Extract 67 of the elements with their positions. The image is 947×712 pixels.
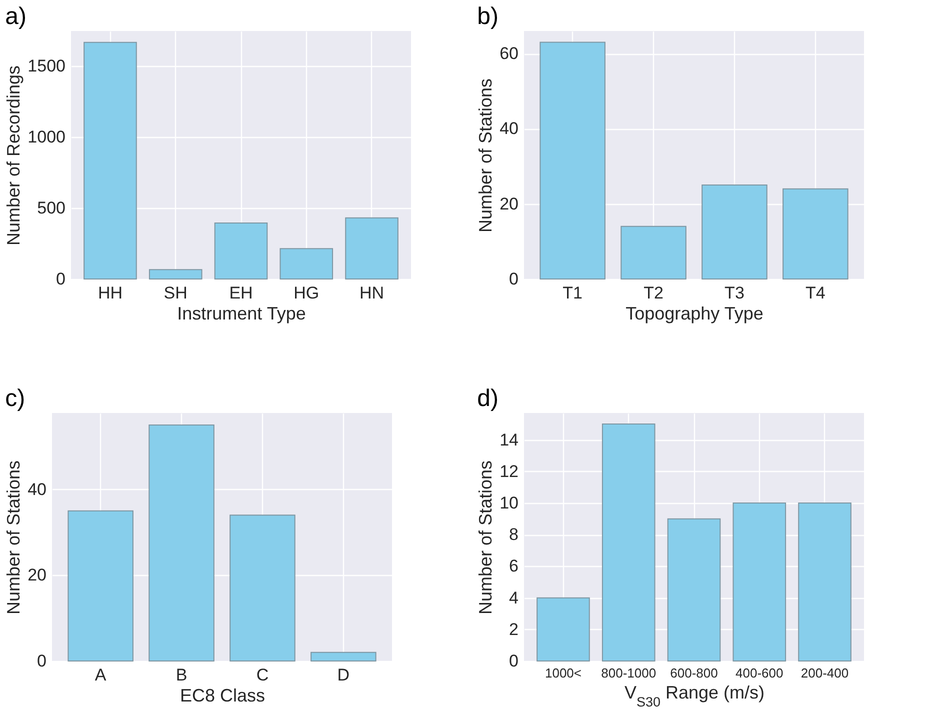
bar xyxy=(230,514,296,662)
bar xyxy=(68,510,134,662)
x-tick-label: 400-600 xyxy=(736,666,784,680)
y-tick-label: 500 xyxy=(37,198,66,218)
y-tick-label: 0 xyxy=(509,652,518,670)
y-tick-label: 1000 xyxy=(28,127,66,146)
bar xyxy=(148,424,214,662)
y-tick-label: 4 xyxy=(509,588,518,608)
y-tick-label: 40 xyxy=(28,480,46,499)
y-tick-label: 8 xyxy=(509,525,518,544)
y-axis-title: Number of Stations xyxy=(4,460,24,615)
chart-title: b) xyxy=(477,3,498,30)
bar xyxy=(620,226,686,280)
y-axis-title: Number of Stations xyxy=(476,460,496,615)
x-tick-label: T3 xyxy=(724,284,744,302)
x-tick-label: T1 xyxy=(562,284,582,302)
bar xyxy=(84,42,137,280)
x-axis-title: Topography Type xyxy=(626,304,764,324)
y-tick-label: 60 xyxy=(500,44,518,64)
bar xyxy=(602,424,656,662)
x-tick-label: HG xyxy=(294,284,320,302)
bar xyxy=(667,518,721,662)
x-axis-title: Instrument Type xyxy=(177,304,306,324)
x-axis-title: EC8 Class xyxy=(180,686,266,706)
y-tick-label: 40 xyxy=(500,119,518,138)
x-tick-label: B xyxy=(176,666,188,684)
bar xyxy=(148,269,202,280)
x-tick-label: SH xyxy=(164,284,188,302)
y-axis-title: Number of Recordings xyxy=(4,65,24,246)
bar xyxy=(798,502,852,662)
y-tick-label: 0 xyxy=(56,270,66,288)
y-tick-label: 12 xyxy=(500,462,518,481)
chart-title: d) xyxy=(477,385,498,412)
x-tick-label: C xyxy=(256,666,269,684)
x-tick-label: A xyxy=(94,666,107,684)
x-tick-label: T2 xyxy=(644,284,664,302)
y-tick-label: 6 xyxy=(509,556,518,576)
bar xyxy=(280,248,334,280)
chart-title: c) xyxy=(5,385,26,412)
bar xyxy=(782,188,848,280)
x-tick-label: HH xyxy=(98,284,123,302)
bar xyxy=(345,217,398,280)
x-tick-label: EH xyxy=(229,284,253,302)
y-tick-label: 10 xyxy=(500,494,518,513)
y-axis-title: Number of Stations xyxy=(476,78,496,233)
bar xyxy=(214,222,268,280)
x-tick-label: 800-1000 xyxy=(601,666,656,680)
bar xyxy=(540,42,606,280)
y-tick-label: 0 xyxy=(509,270,518,288)
y-tick-label: 14 xyxy=(500,430,518,450)
bar xyxy=(536,597,590,662)
x-tick-label: 1000< xyxy=(544,666,582,680)
y-tick-label: 20 xyxy=(500,194,518,214)
y-tick-label: 0 xyxy=(37,652,46,670)
y-tick-label: 20 xyxy=(28,566,46,585)
x-axis-title: V$_{S30}$ Range (m/s) xyxy=(624,682,765,709)
chart-title: a) xyxy=(5,3,27,30)
x-tick-label: HN xyxy=(359,284,384,302)
x-tick-label: 600-800 xyxy=(670,666,718,680)
bar xyxy=(702,184,768,280)
bar xyxy=(310,652,376,662)
y-tick-label: 1500 xyxy=(28,56,66,76)
x-tick-label: T4 xyxy=(806,284,826,302)
y-tick-label: 2 xyxy=(509,620,518,639)
x-tick-label: 200-400 xyxy=(800,666,849,680)
x-tick-label: D xyxy=(337,666,350,684)
bar xyxy=(732,502,786,662)
